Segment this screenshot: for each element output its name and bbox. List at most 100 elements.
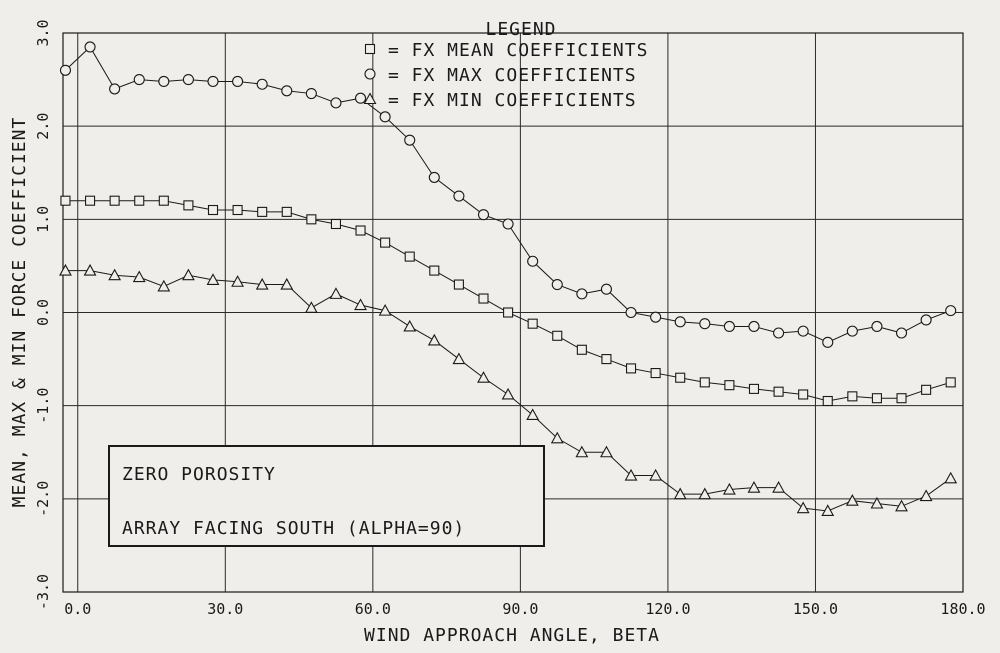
legend-label-triangle: = FX MIN COEFFICIENTS [388,90,637,111]
data-point-circle [871,320,883,333]
series-triangle [59,263,958,516]
annotation-frame [108,445,545,547]
data-point-square [380,237,391,248]
data-point-circle [207,75,219,87]
data-point-circle [453,190,465,202]
data-point-circle [158,75,170,87]
data-point-square [748,383,760,394]
data-point-triangle [452,352,466,365]
data-point-triangle [796,501,810,514]
data-point-square [576,344,587,355]
data-point-triangle [403,319,417,332]
data-point-circle [428,171,440,183]
y-tick-label: 0.0 [34,299,52,326]
data-point-circle [109,83,121,95]
data-point-square [871,393,882,404]
data-point-triangle [526,408,540,421]
data-point-circle [650,311,662,323]
data-point-triangle [772,481,786,493]
series-square [60,195,956,407]
data-point-triangle [575,445,589,458]
x-tick-label: 150.0 [793,600,838,618]
data-point-triangle [280,277,294,290]
data-point-triangle [354,298,367,311]
series-layer [59,41,958,516]
data-point-triangle [427,333,441,346]
x-tick-label: 120.0 [645,600,690,618]
data-point-circle [502,218,514,230]
data-point-circle [625,306,637,319]
data-point-square [478,293,489,304]
data-point-circle [551,278,563,291]
data-point-circle [945,305,957,317]
data-point-square [183,200,194,211]
data-point-triangle [329,287,343,299]
data-point-triangle [83,263,97,276]
data-point-triangle [378,303,392,316]
y-tick-label: 1.0 [34,206,52,233]
data-point-triangle [845,494,859,506]
data-point-circle [846,325,858,337]
data-point-circle [305,88,317,100]
data-point-triangle [501,387,515,400]
series-circle [59,41,957,348]
data-point-square [257,206,268,217]
data-point-square [330,218,342,230]
data-point-square [134,195,145,206]
data-point-circle [84,41,96,53]
x-tick-label: 180.0 [940,600,985,618]
data-point-circle [797,325,809,337]
annotation-line-2: ARRAY FACING SOUTH (ALPHA=90) [122,518,465,539]
data-point-circle [822,336,834,348]
data-point-circle [330,97,342,109]
data-point-triangle [673,487,687,500]
data-point-square [281,206,292,217]
data-point-circle [354,92,367,104]
legend: LEGEND = FX MEAN COEFFICIENTS = FX MAX CO… [363,19,648,111]
data-point-triangle [255,277,269,290]
data-point-square [355,225,366,236]
data-point-square [921,384,932,395]
data-point-circle [527,255,539,267]
data-point-circle [379,111,391,123]
data-point-square [798,389,809,400]
data-point-square [675,372,686,383]
data-point-triangle [304,301,318,313]
data-point-circle [723,320,735,333]
legend-entries: = FX MEAN COEFFICIENTS = FX MAX COEFFICIE… [363,40,648,111]
data-point-circle [281,85,293,97]
data-point-circle [232,75,244,87]
data-point-triangle [206,273,220,285]
data-point-square [650,368,661,379]
data-point-triangle [821,504,835,516]
data-point-square [773,386,784,397]
data-point-square [60,195,71,206]
data-point-triangle [895,499,908,512]
data-point-square [109,195,120,206]
data-point-square [601,354,612,365]
legend-label-circle: = FX MAX COEFFICIENTS [388,65,637,86]
legend-marker-circle [364,68,376,80]
data-point-square [404,251,415,262]
data-point-square [503,307,514,318]
data-point-circle [699,318,711,330]
data-point-square [945,377,956,388]
x-tick-label: 30.0 [207,600,243,618]
series-line-square [65,200,951,402]
plot-frame [62,32,964,593]
annotation-box: ZERO POROSITY ARRAY FACING SOUTH (ALPHA=… [108,445,545,547]
data-point-circle [404,134,416,146]
data-point-triangle [722,482,736,495]
data-point-circle [674,316,686,328]
annotation-line-1: ZERO POROSITY [122,464,276,485]
data-point-triangle [59,263,72,276]
legend-label-square: = FX MEAN COEFFICIENTS [388,40,648,61]
x-tick-labels: 0.0 30.0 60.0 90.0 120.0 150.0 180.0 [64,600,985,618]
y-tick-label: 3.0 [34,19,52,46]
data-point-circle [133,74,145,86]
x-axis-label: WIND APPROACH ANGLE, BETA [364,625,660,646]
data-point-triangle [181,268,195,281]
y-tick-label: 2.0 [34,113,52,140]
